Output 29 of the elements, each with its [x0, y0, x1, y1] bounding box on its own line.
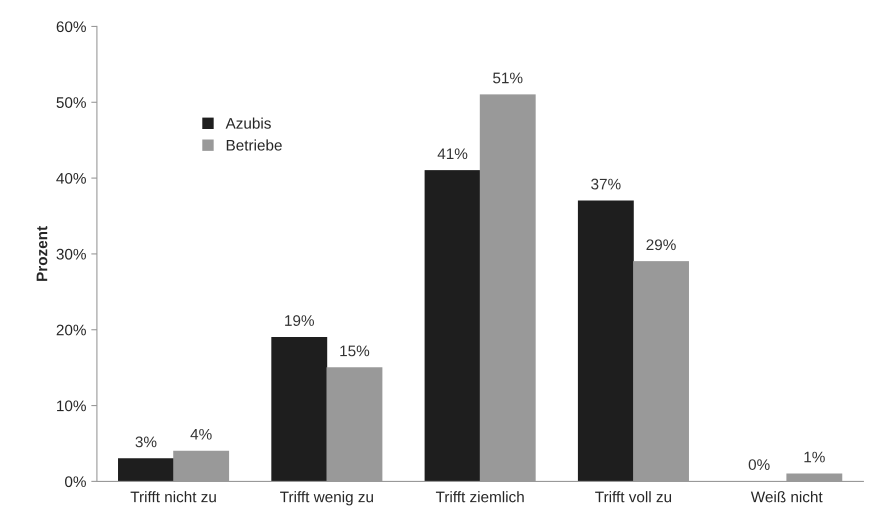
y-tick-label: 50%	[56, 97, 86, 108]
y-tick-label: 10%	[57, 400, 86, 412]
y-tick-label: 20%	[56, 324, 86, 336]
x-tick-label: Weiß nicht	[750, 491, 823, 502]
data-label: 3%	[136, 436, 156, 448]
bar	[424, 170, 480, 482]
data-label: 37%	[591, 178, 621, 190]
data-label: 15%	[340, 346, 370, 356]
y-tick-label: 40%	[56, 172, 86, 184]
data-label: 29%	[646, 239, 676, 250]
data-label: 19%	[285, 315, 314, 326]
data-label: 0%	[748, 459, 770, 470]
bar	[578, 200, 634, 482]
y-tick-label: 60%	[56, 21, 86, 32]
legend-label: Betriebe	[226, 139, 282, 151]
data-label: 1%	[804, 452, 825, 462]
x-tick-label: Trifft wenig zu	[280, 491, 373, 506]
x-tick-label: Trifft nicht zu	[130, 491, 216, 502]
y-tick-label: 0%	[65, 476, 86, 488]
data-label: 41%	[438, 148, 468, 160]
data-label: 4%	[190, 428, 212, 440]
bar	[118, 458, 174, 482]
x-tick-label: Trifft ziemlich	[436, 491, 524, 502]
legend-label: Azubis	[226, 118, 271, 129]
y-axis-title: Prozent	[36, 226, 48, 281]
bar	[271, 336, 328, 482]
data-label: 51%	[493, 72, 522, 84]
y-tick-label: 30%	[56, 248, 86, 260]
x-tick-label: Trifft voll zu	[595, 491, 672, 502]
